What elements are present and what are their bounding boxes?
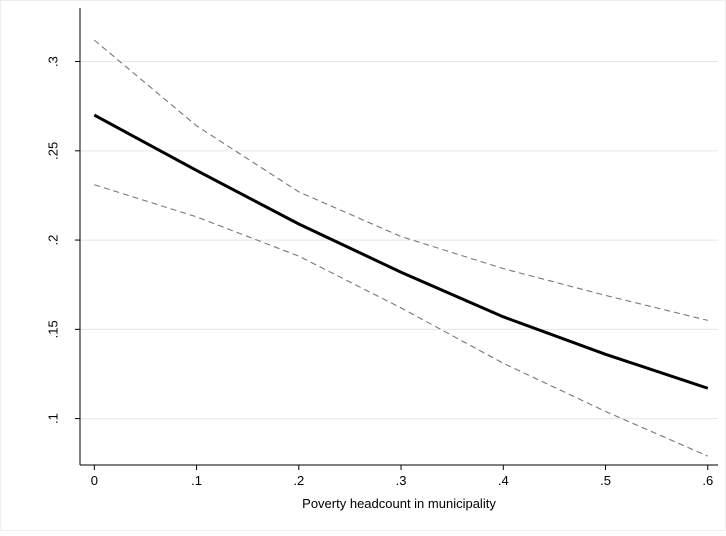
y-tick-label: .1 [45,413,60,424]
line-series [93,39,708,321]
y-tick-label: .2 [45,235,60,246]
x-axis-label: Poverty headcount in municipality [302,496,496,511]
line-series [93,113,709,390]
y-tick-label: .3 [45,56,60,67]
x-tick-label: .6 [702,473,713,488]
x-tick-label: .1 [191,473,202,488]
line-series [94,184,708,457]
x-tick-label: .5 [600,473,611,488]
y-tick-label: .25 [45,142,60,160]
y-tick-label: .15 [45,320,60,338]
x-tick-label: .2 [293,473,304,488]
x-tick-label: .3 [396,473,407,488]
x-tick-label: 0 [91,473,98,488]
x-tick-label: .4 [498,473,509,488]
